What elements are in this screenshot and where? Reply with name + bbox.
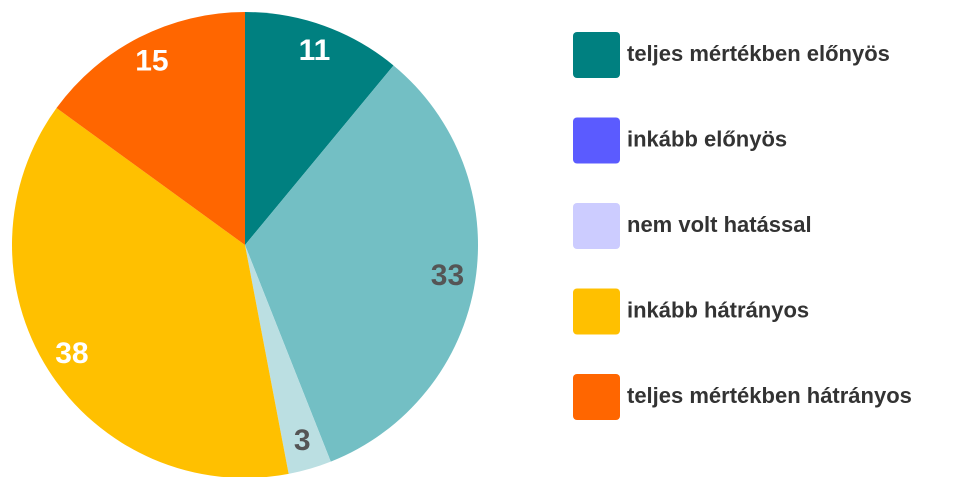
- legend-swatch: [573, 117, 620, 164]
- legend-label: nem volt hatással: [627, 212, 812, 237]
- data-label: 15: [135, 44, 168, 77]
- data-label: 11: [299, 34, 331, 67]
- pie-slice: [245, 12, 394, 245]
- legend-swatch: [573, 203, 620, 249]
- data-label: 33: [431, 259, 464, 292]
- pie-slice: [56, 12, 245, 245]
- pie-slice: [245, 65, 478, 462]
- data-label: 3: [294, 424, 311, 457]
- legend-label: inkább hátrányos: [627, 297, 809, 322]
- legend-label: teljes mértékben hátrányos: [627, 383, 912, 408]
- legend-swatch: [573, 32, 620, 78]
- data-label: 38: [55, 337, 88, 370]
- legend-swatch: [573, 288, 620, 335]
- legend-label: inkább előnyös: [627, 126, 787, 151]
- legend-label: teljes mértékben előnyös: [627, 41, 890, 66]
- pie-slice: [12, 108, 289, 477]
- pie-slice: [245, 245, 331, 474]
- legend-swatch: [573, 374, 620, 420]
